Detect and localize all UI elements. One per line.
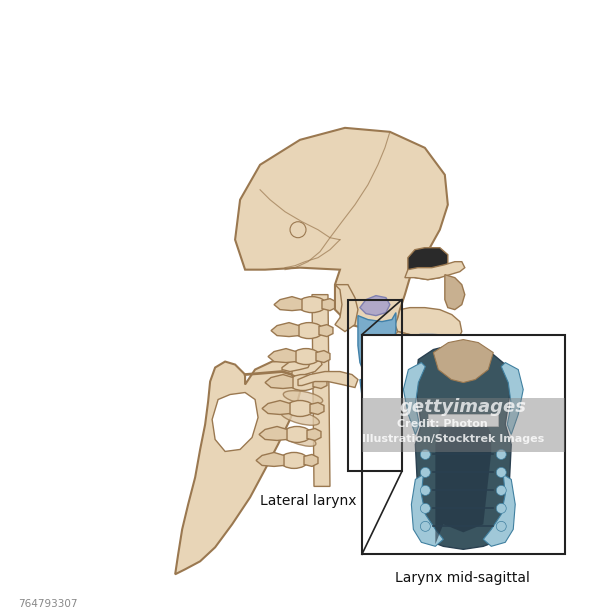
Text: gettyimages: gettyimages — [399, 398, 526, 417]
Polygon shape — [310, 403, 324, 414]
Polygon shape — [445, 275, 465, 310]
Ellipse shape — [362, 405, 394, 414]
Polygon shape — [265, 375, 293, 389]
Polygon shape — [435, 417, 491, 544]
Polygon shape — [262, 400, 290, 414]
Polygon shape — [358, 313, 396, 379]
Polygon shape — [319, 324, 333, 337]
Polygon shape — [360, 296, 390, 316]
Text: 764793307: 764793307 — [18, 599, 78, 610]
Circle shape — [290, 222, 306, 237]
Circle shape — [420, 485, 430, 495]
Polygon shape — [256, 452, 284, 466]
Polygon shape — [312, 294, 330, 487]
Ellipse shape — [286, 400, 314, 417]
Polygon shape — [388, 332, 468, 381]
Circle shape — [453, 362, 457, 367]
Circle shape — [420, 468, 430, 477]
Polygon shape — [405, 262, 465, 280]
Polygon shape — [298, 371, 358, 387]
Circle shape — [420, 504, 430, 513]
Circle shape — [496, 485, 506, 495]
Ellipse shape — [280, 452, 308, 468]
Polygon shape — [235, 128, 448, 375]
Ellipse shape — [283, 390, 323, 405]
Polygon shape — [259, 427, 287, 441]
Ellipse shape — [362, 461, 394, 470]
Ellipse shape — [278, 428, 316, 446]
Circle shape — [496, 521, 506, 531]
Polygon shape — [304, 455, 318, 466]
Polygon shape — [418, 341, 460, 354]
Circle shape — [420, 521, 430, 531]
Polygon shape — [335, 285, 358, 332]
Ellipse shape — [289, 375, 317, 390]
Polygon shape — [483, 474, 515, 547]
Polygon shape — [360, 379, 396, 406]
Polygon shape — [411, 474, 443, 547]
Ellipse shape — [298, 297, 326, 313]
Text: Illustration/Stocktrek Images: Illustration/Stocktrek Images — [362, 435, 544, 444]
Bar — [348, 300, 402, 471]
Bar — [428, 414, 498, 427]
Polygon shape — [282, 356, 312, 371]
Ellipse shape — [292, 349, 320, 365]
Circle shape — [496, 449, 506, 460]
Ellipse shape — [281, 409, 319, 425]
Text: Lateral larynx: Lateral larynx — [259, 494, 356, 509]
Polygon shape — [420, 334, 462, 345]
Polygon shape — [433, 340, 493, 382]
Circle shape — [496, 468, 506, 477]
Ellipse shape — [295, 323, 323, 338]
Polygon shape — [395, 308, 462, 345]
Polygon shape — [313, 376, 327, 389]
Polygon shape — [292, 357, 322, 378]
Ellipse shape — [362, 447, 394, 456]
Bar — [362, 398, 565, 452]
Polygon shape — [268, 349, 296, 362]
Polygon shape — [316, 351, 330, 362]
Polygon shape — [175, 360, 302, 574]
Ellipse shape — [362, 433, 394, 442]
Circle shape — [496, 504, 506, 513]
Polygon shape — [416, 345, 511, 550]
Polygon shape — [274, 297, 302, 311]
Polygon shape — [322, 299, 336, 311]
Ellipse shape — [362, 419, 394, 428]
Text: Credit: Photon: Credit: Photon — [397, 419, 488, 430]
Polygon shape — [307, 428, 321, 441]
Polygon shape — [501, 362, 523, 435]
Polygon shape — [408, 248, 448, 280]
Polygon shape — [212, 392, 258, 452]
Circle shape — [420, 449, 430, 460]
Polygon shape — [271, 323, 299, 337]
Ellipse shape — [283, 427, 311, 442]
Bar — [362, 335, 565, 554]
Polygon shape — [403, 362, 425, 435]
Text: Larynx mid-sagittal: Larynx mid-sagittal — [395, 571, 530, 585]
